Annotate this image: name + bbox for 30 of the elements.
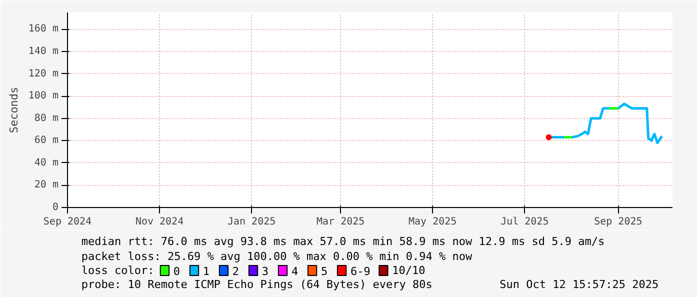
legend-label: 4 <box>291 265 298 278</box>
text: packet loss: 25.69 % avg 100.00 % max 0.00 % min 0.94 % now <box>81 250 472 263</box>
legend-label: 0 <box>173 265 180 278</box>
x-tick-label: Mar 2025 <box>316 216 365 228</box>
x-tick-label: Jan 2025 <box>227 216 276 228</box>
y-tick-label: 140 m <box>28 46 59 57</box>
y-tick-label: 120 m <box>28 68 59 80</box>
legend-label: 2 <box>232 265 240 278</box>
y-tick-label: 80 m <box>34 112 59 124</box>
y-tick-label: 100 m <box>28 90 59 102</box>
y-tick-label: 0 <box>52 202 59 213</box>
y-axis-title: Seconds <box>7 86 20 134</box>
y-tick-label: 60 m <box>34 135 59 146</box>
legend-label: 5 <box>320 265 328 278</box>
text: median rtt: 76.0 ms avg 93.8 ms max 57.0 ms min 58.9 ms now 12.9 ms sd 5.9 am/s <box>81 235 605 248</box>
x-tick-label: May 2025 <box>408 216 457 228</box>
legend-title: loss color: <box>81 264 154 277</box>
legend-label: 6-9 <box>350 265 370 278</box>
x-tick-label: Sep 2025 <box>594 216 642 228</box>
y-tick-label: 20 m <box>34 180 59 191</box>
legend-label: 3 <box>262 265 269 278</box>
x-tick-label: Nov 2024 <box>135 216 184 228</box>
x-tick-label: Sep 2024 <box>43 216 92 228</box>
x-tick-label: Jul 2025 <box>500 216 549 228</box>
legend-label: 1 <box>202 265 210 278</box>
y-tick-label: 160 m <box>28 24 59 35</box>
legend-label: 10/10 <box>392 264 426 277</box>
text: probe: 10 Remote ICMP Echo Pings (64 Bytes) every 80s <box>81 278 432 291</box>
y-tick-label: 40 m <box>34 157 59 168</box>
text: Sun Oct 12 15:57:25 2025 <box>500 278 659 291</box>
